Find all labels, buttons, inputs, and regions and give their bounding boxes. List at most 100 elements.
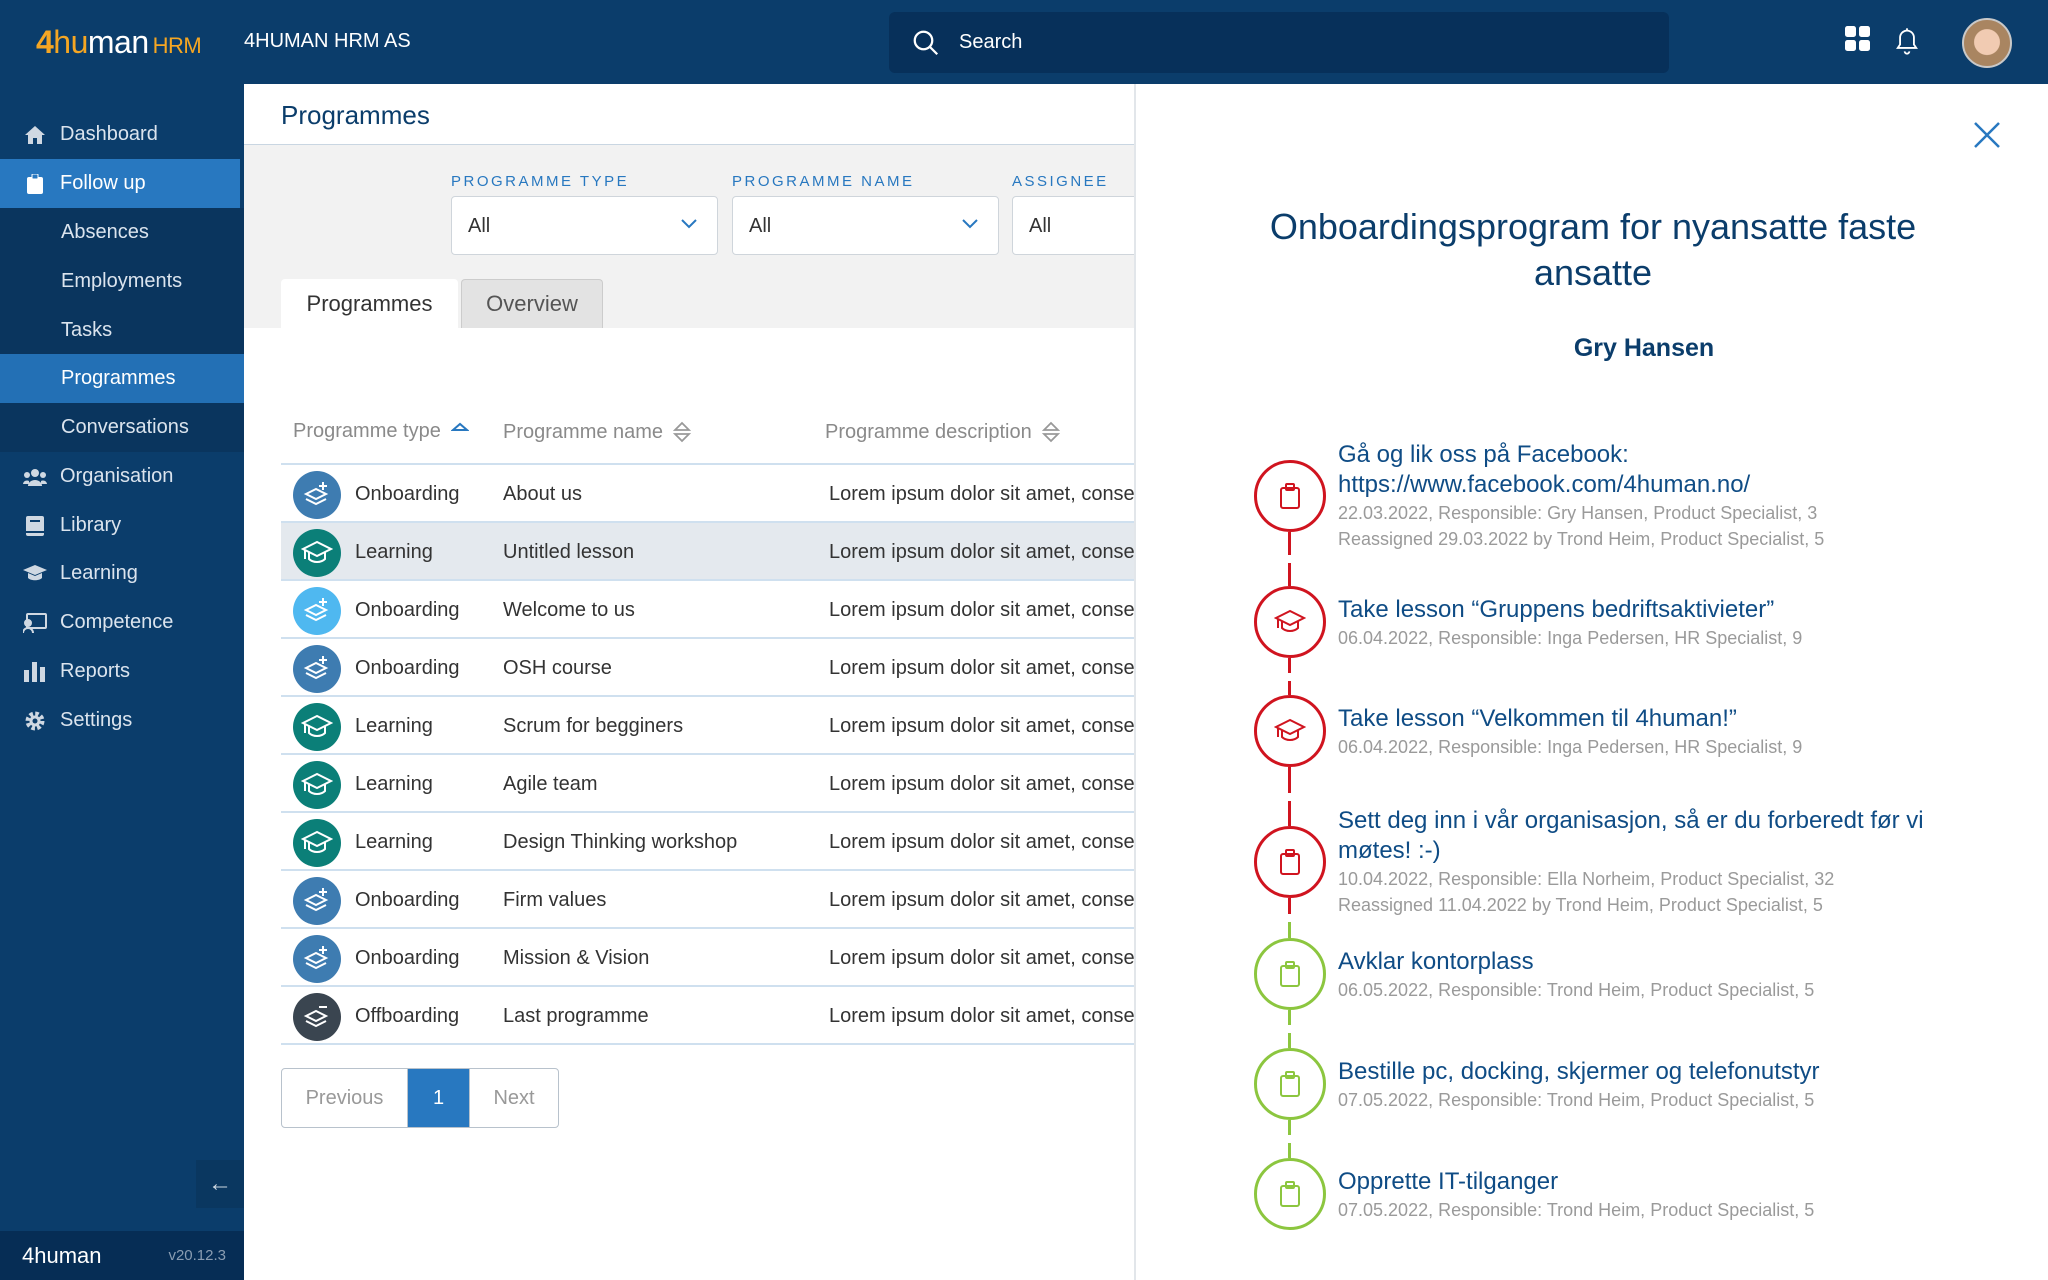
programme-type: Onboarding [355,889,460,911]
programme-type: Learning [355,831,433,853]
collapse-sidebar-button[interactable]: ← [196,1160,244,1208]
table-row[interactable]: Onboarding Welcome to us Lorem ipsum dolor… [281,581,1135,639]
programme-title: Onboardingsprogram for nyansatte faste a… [1269,206,1917,293]
timeline-connector [1288,1033,1291,1048]
table-row[interactable]: Onboarding About us Lorem ipsum dolor sit … [281,465,1135,523]
timeline-connector [1288,800,1291,826]
onboarding-icon [293,587,341,635]
programme-name: Welcome to us [503,599,635,621]
sidebar-item-competence[interactable]: Competence [0,598,244,647]
programme-type: Onboarding [355,483,460,505]
onboarding-icon [293,877,341,925]
task-title-link[interactable]: Sett deg inn i vår organisasjon, så er d… [1338,807,1924,864]
apps-grid-icon[interactable] [1845,26,1871,52]
footer-logo: 4human [22,1243,102,1268]
offboarding-icon [293,993,341,1041]
task-title-link[interactable]: Opprette IT-tilganger [1338,1168,1559,1195]
close-icon[interactable] [1972,120,2002,150]
programme-description: Lorem ipsum dolor sit amet, consectetur [829,831,1135,853]
programme-name-select[interactable]: All [732,196,999,255]
sidebar-footer: 4human v20.12.3 [0,1231,244,1280]
sidebar-item-library[interactable]: Library [0,501,244,550]
table-row[interactable]: Onboarding Firm values Lorem ipsum dolor s… [281,871,1135,929]
sidebar-item-tasks[interactable]: Tasks [0,306,244,355]
table-row[interactable]: Onboarding OSH course Lorem ipsum dolor si… [281,639,1135,697]
timeline-connector [1288,898,1291,914]
top-header: 4human HRM 4HUMAN HRM AS Search [0,0,2048,84]
pagination: Previous 1 Next [281,1068,559,1128]
filter-label-programme-name: PROGRAMME NAME [732,173,915,190]
programme-description: Lorem ipsum dolor sit amet, consectetur [829,541,1135,563]
competence-icon [22,612,48,633]
assignee-name: Gry Hansen [1573,334,1715,362]
book-icon [22,515,48,536]
programme-type-select[interactable]: All [451,196,718,255]
timeline-connector [1288,658,1291,673]
sidebar-item-programmes[interactable]: Programmes [0,354,244,403]
app-logo[interactable]: 4human HRM [36,24,202,60]
column-header-programme-name[interactable]: Programme name [503,420,692,444]
programme-type: Onboarding [355,599,460,621]
sidebar-item-absences[interactable]: Absences [0,208,244,257]
programme-description: Lorem ipsum dolor sit amet, consectetur [829,657,1135,679]
page-1-button[interactable]: 1 [408,1069,469,1127]
tab-programmes[interactable]: Programmes [281,279,458,328]
task-meta: 06.04.2022, Responsible: Inga Pedersen, … [1338,737,1803,757]
programme-description: Lorem ipsum dolor sit amet, consectetur [829,889,1135,911]
clipboard-icon [1254,1158,1326,1230]
table-row[interactable]: Onboarding Mission & Vision Lorem ipsum do… [281,929,1135,987]
table-row[interactable]: Offboarding Last programme Lorem ipsum dol… [281,987,1135,1045]
task-meta: 07.05.2022, Responsible: Trond Heim, Pro… [1338,1090,1815,1110]
assignee-select[interactable]: All [1012,196,1135,255]
onboarding-icon [293,645,341,693]
chevron-down-icon [681,219,697,229]
programme-name: About us [503,483,582,505]
sidebar-item-organisation[interactable]: Organisation [0,452,244,501]
timeline-connector [1288,767,1291,793]
task-title-link[interactable]: Gå og lik oss på Facebook: https://www.f… [1338,441,1751,498]
programme-name: Scrum for begginers [503,715,684,737]
sidebar-item-reports[interactable]: Reports [0,647,244,696]
user-avatar[interactable] [1962,18,2012,68]
table-row[interactable]: Learning Scrum for begginers Lorem ipsum d… [281,697,1135,755]
task-reassigned: Reassigned 29.03.2022 by Trond Heim, Pro… [1338,529,1825,549]
sidebar-item-learning[interactable]: Learning [0,549,244,598]
sort-icon [673,421,692,443]
task-title-link[interactable]: Bestille pc, docking, skjermer og telefo… [1338,1058,1820,1085]
sidebar-item-settings[interactable]: Settings [0,696,244,745]
task-title-link[interactable]: Avklar kontorplass [1338,948,1534,975]
table-row[interactable]: Learning Agile team Lorem ipsum dolor sit … [281,755,1135,813]
programme-description: Lorem ipsum dolor sit amet, consectetur [829,773,1135,795]
page-title: Programmes [281,100,430,130]
sidebar-item-follow-up[interactable]: Follow up [0,159,240,208]
column-header-programme-type[interactable]: Programme type [293,420,469,443]
sidebar-item-conversations[interactable]: Conversations [0,403,244,452]
programme-name: Untitled lesson [503,541,635,563]
timeline-connector [1288,1010,1291,1025]
users-icon [22,468,48,486]
programme-type: Learning [355,715,433,737]
programme-name: Agile team [503,773,598,795]
programme-description: Lorem ipsum dolor sit amet, consectetur [829,1005,1135,1027]
tab-overview[interactable]: Overview [461,279,603,328]
column-header-programme-description[interactable]: Programme description [825,420,1060,444]
timeline-connector [1288,680,1291,695]
home-icon [22,125,48,145]
task-title-link[interactable]: Take lesson “Gruppens bedriftsaktivieter… [1338,596,1775,623]
next-page-button[interactable]: Next [469,1069,558,1127]
sidebar-item-employments[interactable]: Employments [0,257,244,306]
sidebar: Dashboard Follow up Absences Employments… [0,84,244,1280]
bell-icon[interactable] [1893,26,1921,56]
programmes-page: Programmes PROGRAMME TYPE All PROGRAMME … [244,84,1135,1280]
previous-page-button[interactable]: Previous [282,1069,408,1127]
sidebar-item-dashboard[interactable]: Dashboard [0,110,244,159]
table-row[interactable]: Learning Untitled lesson Lorem ipsum dolor… [281,523,1135,581]
table-row[interactable]: Learning Design Thinking workshop Lorem ip… [281,813,1135,871]
task-meta: 07.05.2022, Responsible: Trond Heim, Pro… [1338,1200,1815,1220]
programme-description: Lorem ipsum dolor sit amet, consectetur [829,483,1135,505]
search-input[interactable]: Search [889,12,1669,73]
task-title-link[interactable]: Take lesson “Velkommen til 4human!” [1338,705,1737,732]
version-label: v20.12.3 [168,1247,226,1264]
clipboard-icon [22,173,48,194]
timeline-connector [1288,563,1291,586]
